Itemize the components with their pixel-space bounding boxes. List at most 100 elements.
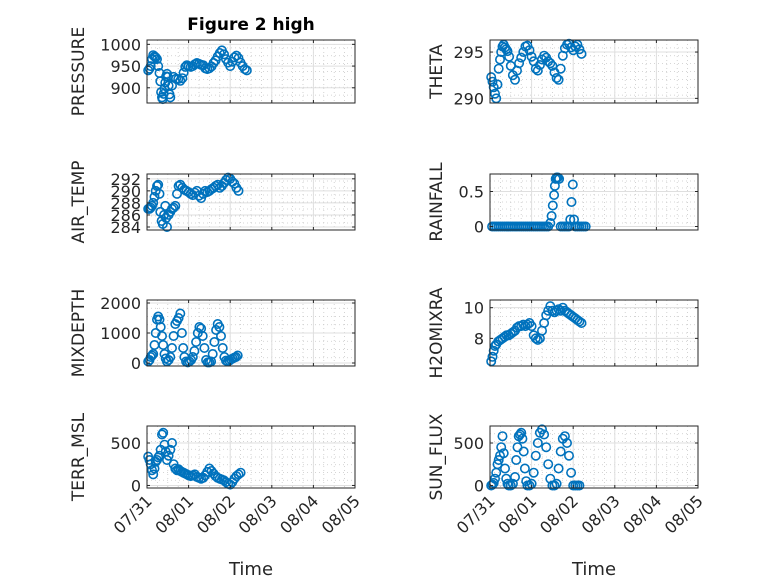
data-point [516,52,527,63]
data-point [580,221,591,232]
data-point [176,327,187,338]
data-point [144,454,155,465]
data-point [487,76,498,87]
data-point [177,73,188,84]
data-point [163,450,174,461]
data-point [546,211,557,222]
data-point [199,342,210,353]
data-point [148,469,159,480]
data-point [165,351,176,362]
axes-box [489,425,699,489]
data-point [235,467,246,478]
data-point [231,351,242,362]
axes-box [489,173,699,231]
data-point [239,64,250,75]
figure-title: Figure 2 high [187,15,315,35]
data-point [528,467,539,478]
data-point [493,63,504,74]
y-tick-label: 500 [453,434,484,453]
data-point [149,191,160,202]
data-point [574,316,585,327]
data-point [191,336,202,347]
data-point [552,172,563,183]
data-point [173,74,184,85]
subplot-rainfall: 0.5 0 RAINFALL [427,162,699,242]
y-tick-label: 500 [110,434,141,453]
data-point [524,45,535,56]
data-point [229,52,240,63]
data-point [519,463,530,474]
data-point [157,429,168,440]
data-point [518,446,529,457]
y-tick-label: 284 [110,218,141,237]
axes-box [146,39,356,104]
data-point [217,342,228,353]
data-point [497,431,508,442]
data-point [547,200,558,211]
data-point [534,59,545,70]
data-point [207,348,218,359]
data-point [504,51,515,62]
data-point [499,463,510,474]
data-point [241,65,252,76]
data-point [231,50,242,61]
y-axis-label: PRESSURE [69,27,89,116]
data-point [162,222,173,233]
axes-box [489,39,699,104]
data-point [487,479,498,490]
data-point [147,465,158,476]
data-point [574,480,585,491]
data-point [209,336,220,347]
data-point [530,333,541,344]
data-point [187,351,198,362]
data-point [232,350,243,361]
y-tick-label: 0 [131,354,141,373]
data-point [496,442,507,453]
subplot-pressure: 1000 950 900 PRESSURE [69,27,356,116]
data-point [517,433,528,444]
data-point [489,88,500,99]
data-point [173,312,184,323]
data-point [153,179,164,190]
data-point [565,214,576,225]
data-point [168,330,179,341]
data-point [574,44,585,55]
data-point [175,308,186,319]
y-axis-label: MIXDEPTH [69,289,89,378]
data-point [167,437,178,448]
data-point [566,197,577,208]
data-point [194,321,205,332]
y-axis-label: SUN_FLUX [427,413,447,500]
y-tick-label: 1000 [100,35,141,54]
data-point [530,450,541,461]
data-point [543,459,554,470]
data-point [526,321,537,332]
y-axis-label: THETA [427,44,447,100]
data-point [487,351,498,362]
data-point [153,61,164,72]
data-point [158,427,169,438]
axes-box [146,425,356,489]
data-point [214,47,225,58]
data-point [175,75,186,86]
data-point [165,92,176,103]
data-point [154,188,165,199]
data-point [502,46,513,57]
y-axis-label: H2OMIXRA [427,287,447,378]
data-point [155,76,166,87]
data-point [539,429,550,440]
y-tick-label: 10 [464,299,484,318]
data-point [214,321,225,332]
data-point [189,345,200,356]
y-axis-label: RAINFALL [427,162,447,242]
data-point [576,48,587,59]
y-tick-label: 8 [474,329,484,348]
y-tick-label: 0.5 [459,183,484,202]
y-tick-label: 950 [110,57,141,76]
data-point [486,72,497,83]
data-point [524,480,535,491]
data-point [492,79,503,90]
data-point [522,40,533,51]
